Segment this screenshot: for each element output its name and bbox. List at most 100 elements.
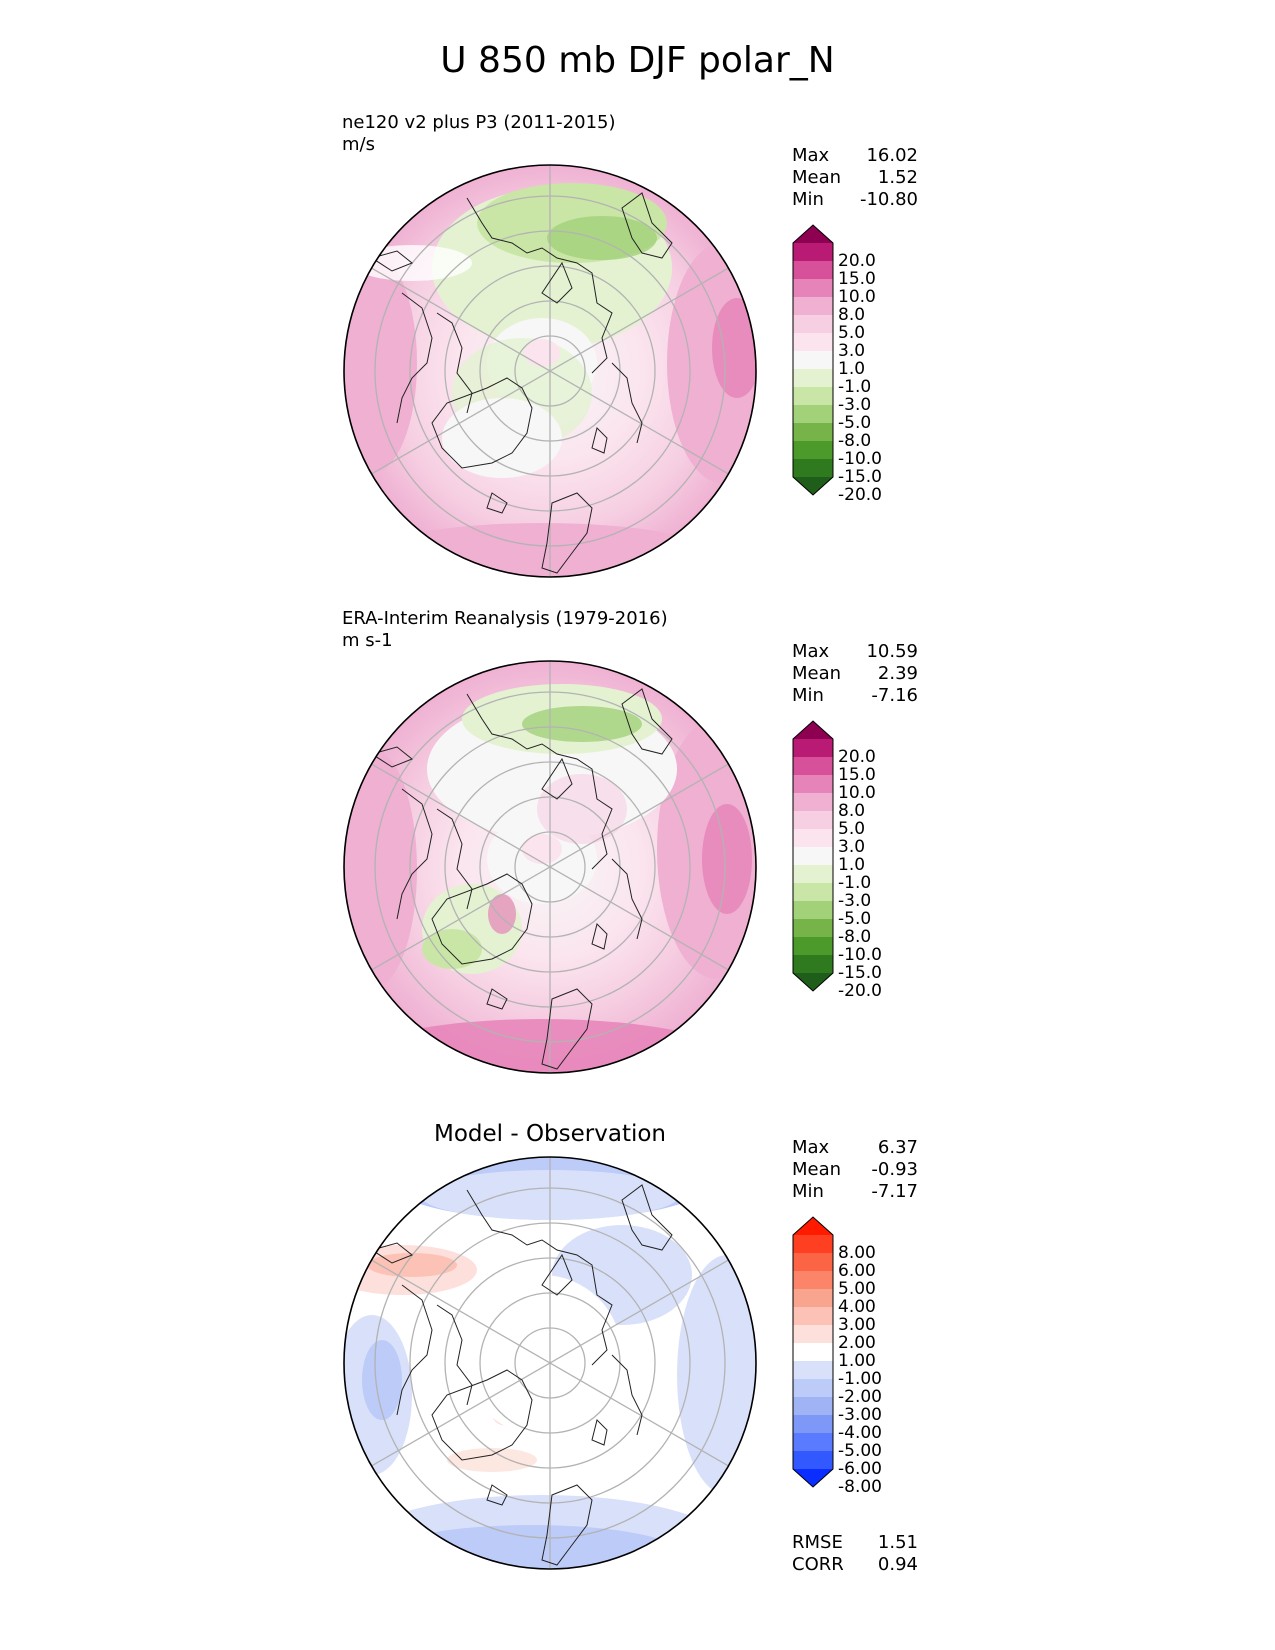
colorbar-tick-label: -5.00 bbox=[838, 1441, 882, 1461]
stat-label: Max bbox=[792, 641, 830, 662]
colorbar-bin bbox=[793, 1235, 833, 1254]
colorbar-bin bbox=[793, 351, 833, 370]
metric-label: CORR bbox=[792, 1554, 844, 1575]
colorbar-bin bbox=[793, 811, 833, 830]
stat-mean: -0.93 bbox=[871, 1159, 918, 1180]
colorbar-bin bbox=[793, 1343, 833, 1362]
colorbar-tick-label: -2.00 bbox=[838, 1387, 882, 1407]
colorbar-tick-label: 15.0 bbox=[838, 269, 876, 289]
panel-1-units: m/s bbox=[342, 134, 375, 155]
colorbar-outline bbox=[792, 720, 834, 992]
colorbar-tick-label: 8.0 bbox=[838, 305, 866, 325]
colorbar-tick-label: 15.0 bbox=[838, 765, 876, 785]
colorbar-tick-label: 2.00 bbox=[838, 1333, 876, 1353]
stat-label: Max bbox=[792, 1137, 830, 1158]
colorbar-tick-label: -15.0 bbox=[838, 963, 882, 983]
colorbar-bin bbox=[793, 1379, 833, 1398]
colorbar-tick-label: 4.00 bbox=[838, 1297, 876, 1317]
colorbar-tick-label: 3.0 bbox=[838, 341, 866, 361]
colorbar-extend-max bbox=[793, 225, 833, 243]
colorbar-extend-max bbox=[793, 1217, 833, 1235]
colorbar-tick-label: 20.0 bbox=[838, 251, 876, 271]
metric-corr: 0.94 bbox=[877, 1554, 918, 1575]
colorbar-outline bbox=[792, 1216, 834, 1488]
stat-label: Min bbox=[792, 685, 824, 706]
panel-2-polar-map bbox=[343, 660, 757, 1074]
metric-rmse: 1.51 bbox=[877, 1532, 918, 1553]
colorbar-tick-label: -1.0 bbox=[838, 377, 872, 397]
colorbar-extend-min bbox=[793, 973, 833, 991]
colorbar-bin bbox=[793, 333, 833, 352]
colorbar-bin bbox=[793, 423, 833, 442]
stat-min: -7.16 bbox=[871, 685, 918, 706]
figure-title: U 850 mb DJF polar_N bbox=[440, 40, 835, 81]
colorbar-bin bbox=[793, 1451, 833, 1470]
colorbar-tick-label: -8.0 bbox=[838, 927, 872, 947]
colorbar-tick-label: -15.0 bbox=[838, 467, 882, 487]
colorbar-outline bbox=[792, 224, 834, 496]
panel-1-polar-map bbox=[343, 164, 757, 578]
colorbar-bin bbox=[793, 901, 833, 920]
colorbar-tick-label: 1.0 bbox=[838, 855, 866, 875]
colorbar-extend-min bbox=[793, 477, 833, 495]
colorbar-tick-label: -8.0 bbox=[838, 431, 872, 451]
colorbar-bin bbox=[793, 919, 833, 938]
colorbar-svg bbox=[792, 224, 834, 496]
stat-mean: 2.39 bbox=[877, 663, 918, 684]
colorbar-tick-label: 3.0 bbox=[838, 837, 866, 857]
colorbar-tick-label: -4.00 bbox=[838, 1423, 882, 1443]
panel-2-stats: Max 10.59 Mean 2.39 Min -7.16 bbox=[792, 641, 918, 707]
colorbar-bin bbox=[793, 937, 833, 956]
colorbar-tick-label: -1.00 bbox=[838, 1369, 882, 1389]
stat-max: 6.37 bbox=[877, 1137, 918, 1158]
colorbar-bin bbox=[793, 369, 833, 388]
stat-label: Min bbox=[792, 189, 824, 210]
colorbar-tick-label: 1.0 bbox=[838, 359, 866, 379]
colorbar-bin bbox=[793, 829, 833, 848]
colorbar-svg bbox=[792, 1216, 834, 1488]
colorbar-bin bbox=[793, 1307, 833, 1326]
panel-3-polar-map bbox=[343, 1156, 757, 1570]
colorbar-tick-label: -20.0 bbox=[838, 485, 882, 505]
colorbar-tick-label: -10.0 bbox=[838, 449, 882, 469]
colorbar-tick-label: 6.00 bbox=[838, 1261, 876, 1281]
colorbar-bin bbox=[793, 865, 833, 884]
colorbar-svg bbox=[792, 720, 834, 992]
panel-1-title: ne120 v2 plus P3 (2011-2015) bbox=[342, 112, 616, 133]
colorbar-bin bbox=[793, 1253, 833, 1272]
stat-label: Mean bbox=[792, 167, 842, 188]
colorbar-extend-min bbox=[793, 1469, 833, 1487]
colorbar-bin bbox=[793, 441, 833, 460]
colorbar-tick-label: 5.0 bbox=[838, 819, 866, 839]
colorbar-bin bbox=[793, 279, 833, 298]
stat-min: -7.17 bbox=[871, 1181, 918, 1202]
colorbar-tick-label: -1.0 bbox=[838, 873, 872, 893]
colorbar-bin bbox=[793, 459, 833, 478]
panel-1-stats: Max 16.02 Mean 1.52 Min -10.80 bbox=[792, 145, 918, 211]
stat-mean: 1.52 bbox=[877, 167, 918, 188]
colorbar-tick-label: -3.0 bbox=[838, 395, 872, 415]
colorbar-tick-label: -20.0 bbox=[838, 981, 882, 1001]
colorbar-bin bbox=[793, 757, 833, 776]
panel-2-units: m s-1 bbox=[342, 630, 393, 651]
colorbar-bin bbox=[793, 1361, 833, 1380]
colorbar-bin bbox=[793, 387, 833, 406]
stat-label: Mean bbox=[792, 663, 842, 684]
colorbar-tick-label: -6.00 bbox=[838, 1459, 882, 1479]
stat-max: 16.02 bbox=[866, 145, 918, 166]
colorbar-bin bbox=[793, 775, 833, 794]
colorbar-tick-label: 5.0 bbox=[838, 323, 866, 343]
stat-label: Min bbox=[792, 1181, 824, 1202]
colorbar-bin bbox=[793, 1271, 833, 1290]
colorbar-bin bbox=[793, 793, 833, 812]
colorbar-tick-label: -5.0 bbox=[838, 413, 872, 433]
colorbar-bin bbox=[793, 243, 833, 262]
colorbar-tick-label: 1.00 bbox=[838, 1351, 876, 1371]
colorbar-extend-max bbox=[793, 721, 833, 739]
colorbar-tick-label: 3.00 bbox=[838, 1315, 876, 1335]
colorbar-bin bbox=[793, 1433, 833, 1452]
stat-label: Max bbox=[792, 145, 830, 166]
colorbar-bin bbox=[793, 1415, 833, 1434]
colorbar-tick-label: 20.0 bbox=[838, 747, 876, 767]
colorbar-tick-label: 10.0 bbox=[838, 287, 876, 307]
